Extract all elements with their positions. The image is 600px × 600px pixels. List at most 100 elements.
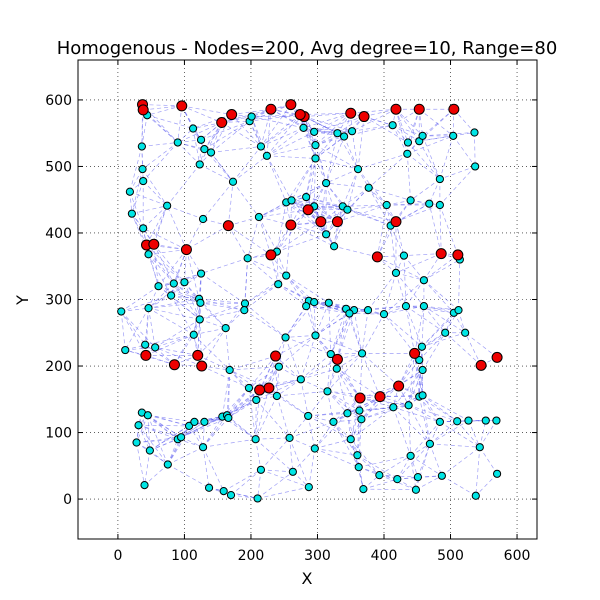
- graph-edge: [408, 404, 458, 422]
- regular-node: [411, 485, 421, 494]
- regular-node: [310, 127, 319, 136]
- graph-edge: [147, 114, 194, 129]
- graph-edge: [336, 368, 381, 397]
- regular-node: [302, 302, 311, 311]
- graph-edge: [125, 349, 175, 366]
- graph-edge: [270, 224, 292, 256]
- highlighted-node: [216, 117, 228, 129]
- regular-node: [389, 403, 398, 412]
- graph-edge: [142, 142, 179, 182]
- graph-edge: [289, 421, 334, 439]
- graph-edge: [170, 249, 187, 296]
- regular-node: [435, 174, 444, 184]
- graph-edge: [225, 303, 246, 329]
- graph-edge: [202, 416, 223, 448]
- regular-node: [355, 406, 364, 415]
- regular-node: [417, 342, 427, 351]
- graph-edge: [313, 302, 316, 336]
- graph-edge: [200, 302, 226, 329]
- graph-edge: [347, 413, 352, 440]
- graph-edge: [221, 108, 272, 123]
- graph-edge: [177, 105, 183, 143]
- graph-edge: [225, 309, 245, 329]
- graph-edge: [138, 425, 169, 465]
- regular-node: [357, 349, 367, 358]
- graph-edge: [300, 353, 332, 380]
- graph-edge: [268, 378, 301, 389]
- graph-edge: [201, 365, 230, 371]
- graph-edge: [257, 471, 294, 499]
- graph-edge: [392, 124, 423, 137]
- graph-edge: [361, 353, 381, 397]
- graph-edge: [153, 244, 185, 283]
- graph-edge: [181, 105, 194, 129]
- graph-edge: [257, 486, 309, 499]
- regular-node: [302, 192, 311, 202]
- regular-node: [225, 365, 234, 375]
- graph-edge: [229, 369, 250, 389]
- graph-edge: [422, 395, 441, 423]
- graph-edge: [479, 420, 487, 448]
- graph-edge: [347, 209, 391, 226]
- graph-edge: [259, 355, 276, 391]
- regular-node: [262, 151, 272, 160]
- graph-edge: [314, 421, 334, 449]
- regular-node: [296, 375, 305, 384]
- regular-node: [285, 433, 294, 442]
- graph-edge: [308, 209, 338, 222]
- graph-edge: [226, 399, 257, 416]
- graph-edge: [276, 251, 279, 285]
- graph-edge: [353, 310, 363, 354]
- highlighted-node: [263, 382, 275, 394]
- graph-edge: [255, 438, 294, 473]
- graph-edge: [154, 347, 175, 365]
- graph-edge: [406, 109, 420, 154]
- graph-edge: [276, 251, 287, 276]
- regular-node: [441, 328, 450, 337]
- regular-node: [272, 391, 281, 401]
- graph-edge: [201, 327, 226, 367]
- regular-node: [311, 141, 320, 150]
- graph-edge: [228, 225, 272, 256]
- regular-node: [339, 132, 349, 141]
- regular-node: [256, 142, 266, 151]
- graph-edge: [204, 120, 250, 150]
- regular-node: [435, 417, 444, 427]
- graph-edge: [383, 279, 425, 315]
- graph-edge: [147, 414, 195, 423]
- graph-edge: [423, 279, 455, 314]
- graph-edge: [308, 300, 316, 336]
- graph-edge: [171, 295, 200, 300]
- graph-edge: [325, 168, 359, 184]
- graph-edge: [266, 127, 304, 157]
- regular-node: [343, 409, 352, 418]
- graph-edge: [266, 144, 316, 157]
- highlighted-node: [452, 249, 464, 261]
- graph-edge: [227, 181, 234, 226]
- graph-edge: [395, 203, 430, 222]
- graph-edge: [453, 108, 475, 133]
- graph-edge: [350, 396, 381, 440]
- graph-edge: [313, 182, 327, 207]
- graph-edge: [202, 421, 205, 448]
- graph-edge: [417, 443, 431, 478]
- graph-edge: [423, 254, 459, 281]
- regular-node: [418, 365, 427, 375]
- graph-edge: [124, 307, 149, 351]
- graph-edge: [291, 158, 316, 201]
- regular-node: [274, 362, 283, 371]
- graph-edge: [148, 254, 172, 296]
- graph-edge: [393, 407, 431, 445]
- graph-edge: [255, 395, 278, 440]
- graph-edge: [395, 204, 441, 222]
- graph-edge: [325, 136, 345, 184]
- regular-node: [418, 391, 427, 400]
- regular-node: [481, 416, 490, 425]
- graph-edge: [418, 396, 441, 423]
- graph-edge: [174, 334, 195, 365]
- graph-edge: [336, 368, 360, 411]
- graph-edge: [334, 245, 378, 258]
- graph-edge: [327, 391, 360, 411]
- graph-edge: [291, 200, 327, 235]
- graph-edge: [256, 379, 301, 401]
